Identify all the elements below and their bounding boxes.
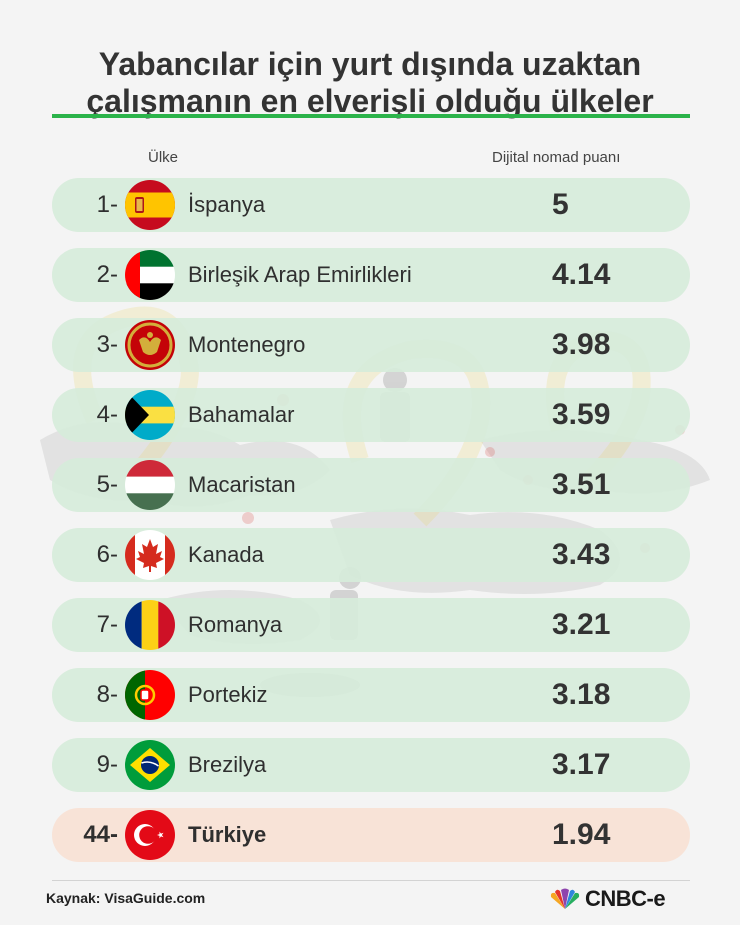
country-name: Montenegro — [188, 332, 306, 357]
score-value: 3.59 — [552, 398, 611, 431]
country-column-header: Ülke — [148, 149, 179, 166]
score-value: 3.21 — [552, 608, 611, 641]
country-name: Bahamalar — [188, 402, 295, 427]
score-value: 5 — [552, 188, 569, 221]
title-line-1: Yabancılar için yurt dışında uzaktan — [98, 46, 642, 82]
canada-flag-icon — [125, 530, 175, 580]
footer-divider — [52, 880, 690, 881]
country-name: Portekiz — [188, 682, 268, 707]
peacock-icon — [550, 888, 580, 909]
bahamas-flag-icon — [125, 390, 175, 440]
rank-label: 9- — [96, 751, 118, 778]
table-row: 9- Brezilya 3.17 — [52, 738, 690, 792]
rank-label: 3- — [96, 331, 118, 358]
table-row: 2- Birleşik Arap Emirlikleri 4.14 — [52, 248, 690, 302]
table-row: 8- Portekiz 3.18 — [52, 668, 690, 722]
portugal-flag-icon — [125, 670, 175, 720]
rank-label: 1- — [96, 191, 118, 218]
country-name: İspanya — [188, 192, 266, 217]
score-value: 3.17 — [552, 748, 611, 781]
source-note: Kaynak: VisaGuide.com — [46, 890, 206, 906]
score-value: 3.51 — [552, 468, 611, 501]
rank-label: 5- — [96, 471, 118, 498]
table-row: 7- Romanya 3.21 — [52, 598, 690, 652]
table-row: 4- Bahamalar 3.59 — [52, 388, 690, 442]
table-row: 1- İspanya 5 — [52, 178, 690, 232]
romania-flag-icon — [125, 600, 175, 650]
table-row-highlighted: 44- Türkiye 1.94 — [52, 808, 690, 862]
table-row: 3- Montenegro 3.98 — [52, 318, 690, 372]
country-name: Romanya — [188, 612, 283, 637]
title-underline — [52, 114, 690, 118]
table-row: 5- Macaristan 3.51 — [52, 458, 690, 512]
country-name: Macaristan — [188, 472, 296, 497]
country-name: Brezilya — [188, 752, 267, 777]
rank-label: 4- — [96, 401, 118, 428]
rank-label: 8- — [96, 681, 118, 708]
rank-label: 6- — [96, 541, 118, 568]
score-value: 1.94 — [552, 818, 611, 851]
country-name: Türkiye — [188, 822, 267, 847]
country-name: Birleşik Arap Emirlikleri — [188, 262, 412, 287]
table-row: 6- Kanada 3.43 — [52, 528, 690, 582]
score-value: 3.43 — [552, 538, 611, 571]
turkey-flag-icon — [125, 810, 175, 860]
uae-flag-icon — [125, 250, 175, 300]
score-value: 3.18 — [552, 678, 611, 711]
page-title: Yabancılar için yurt dışında uzaktan çal… — [0, 46, 740, 120]
brazil-flag-icon — [125, 740, 175, 790]
montenegro-flag-icon — [125, 320, 175, 370]
score-column-header: Dijital nomad puanı — [492, 149, 621, 166]
cnbc-e-logo: CNBC-e — [548, 884, 666, 914]
hungary-flag-icon — [125, 460, 175, 510]
rank-label: 2- — [96, 261, 118, 288]
score-value: 4.14 — [552, 258, 611, 291]
rank-label: 7- — [96, 611, 118, 638]
ranking-table: 1- İspanya 5 2- Birleşik Arap Emirlikler… — [52, 178, 690, 878]
country-name: Kanada — [188, 542, 264, 567]
score-value: 3.98 — [552, 328, 611, 361]
title-line-2: çalışmanın en elverişli olduğu ülkeler — [86, 83, 654, 119]
rank-label: 44- — [83, 821, 118, 848]
brand-name: CNBC-e — [585, 886, 666, 911]
spain-flag-icon — [125, 180, 175, 230]
